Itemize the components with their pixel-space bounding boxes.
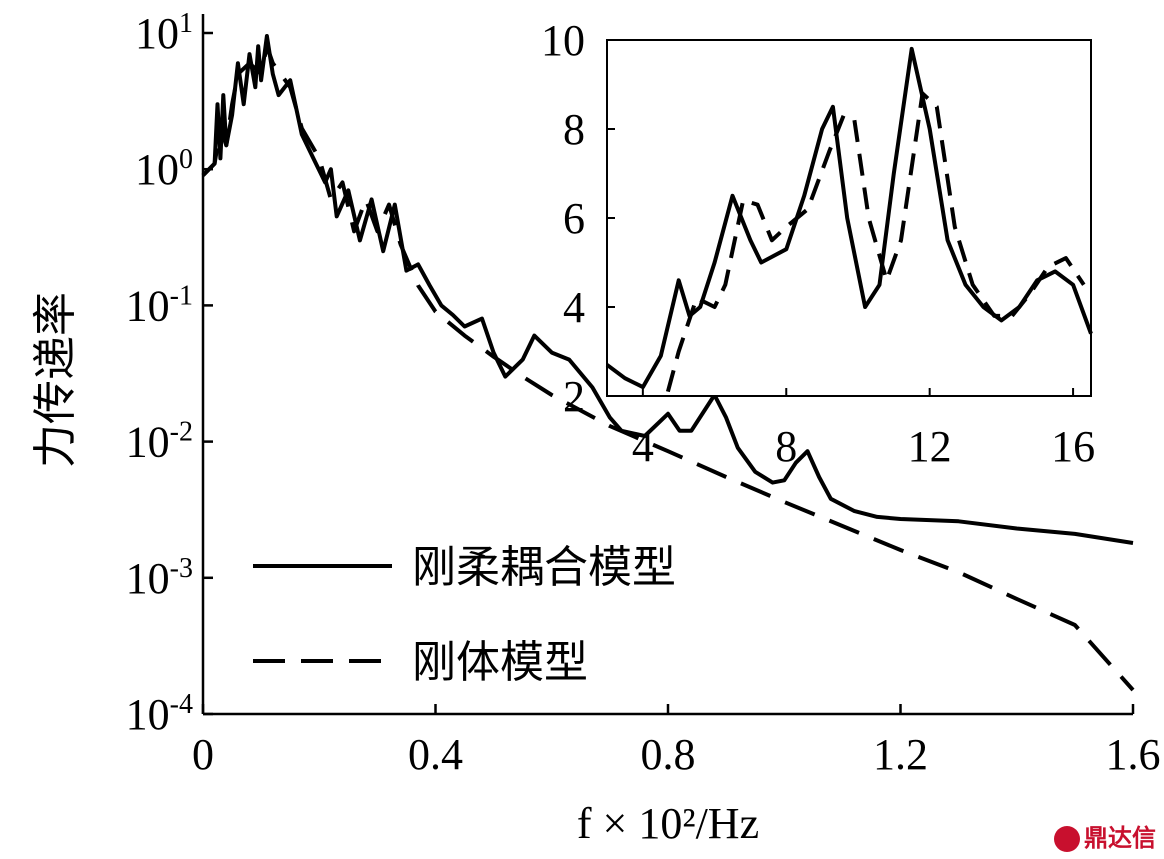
x-tick-label: 1.2 bbox=[873, 730, 928, 779]
x-tick-label: 1.6 bbox=[1106, 730, 1161, 779]
legend-label: 刚柔耦合模型 bbox=[412, 542, 676, 593]
inset-x-tick-label: 8 bbox=[775, 422, 797, 471]
inset-y-tick-label: 8 bbox=[563, 105, 585, 154]
inset-x-tick-label: 4 bbox=[632, 422, 654, 471]
inset-y-tick-label: 6 bbox=[563, 194, 585, 243]
series-line-rigid bbox=[201, 44, 1135, 692]
inset-series-line-rigid bbox=[665, 91, 1086, 393]
y-tick-label: 101 bbox=[135, 8, 193, 58]
series-line-rigid-flexible bbox=[201, 34, 1134, 545]
y-tick-label: 10-1 bbox=[126, 280, 193, 330]
main-plot: 0 0.4 0.8 1.2 1.6 101 100 10-1 10-2 10-3 10-4 bbox=[126, 8, 1161, 779]
inset-y-tick-label: 10 bbox=[541, 16, 585, 65]
inset-y-tick-label: 4 bbox=[563, 283, 585, 332]
x-tick-label: 0.4 bbox=[408, 730, 463, 779]
x-axis-label: f × 10²/Hz bbox=[577, 799, 759, 848]
legend-label: 刚体模型 bbox=[412, 637, 588, 688]
y-tick-label: 10-3 bbox=[126, 553, 193, 603]
inset-x-tick-label: 12 bbox=[908, 422, 952, 471]
watermark-text: 鼎达信 bbox=[1084, 824, 1156, 852]
y-tick-label: 10-2 bbox=[126, 417, 193, 467]
inset-series-line-rigid-flexible bbox=[605, 46, 1093, 390]
inset-frame bbox=[606, 39, 1092, 397]
y-tick-label: 10-4 bbox=[126, 689, 193, 739]
inset-x-tick-label: 16 bbox=[1051, 422, 1095, 471]
inset-y-tick-label: 2 bbox=[563, 372, 585, 421]
watermark: 鼎达信 bbox=[1054, 818, 1156, 853]
x-tick-label: 0.8 bbox=[641, 730, 696, 779]
watermark-logo-icon bbox=[1054, 826, 1080, 852]
x-tick-label: 0 bbox=[192, 730, 214, 779]
y-axis-label: 力传递率 bbox=[30, 292, 81, 468]
y-tick-label: 100 bbox=[135, 144, 193, 194]
